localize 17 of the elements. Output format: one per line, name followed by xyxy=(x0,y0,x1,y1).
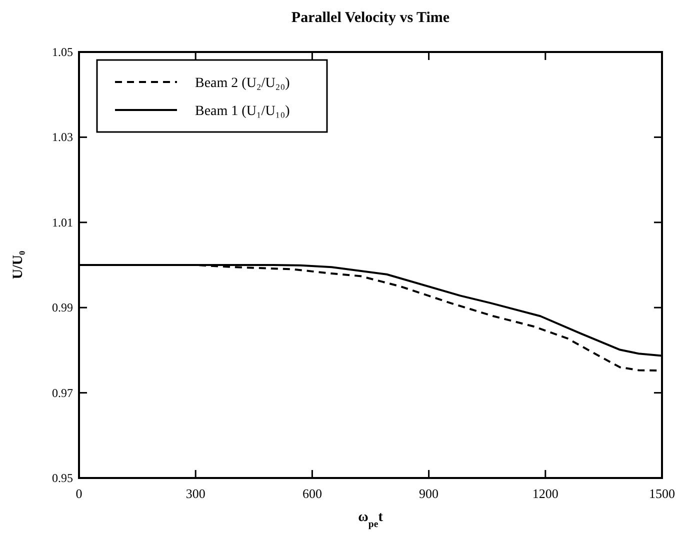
chart-title: Parallel Velocity vs Time xyxy=(291,10,450,26)
x-tick-label: 300 xyxy=(186,486,206,501)
legend-label: Beam 2 (U₂/U₂₀) xyxy=(195,76,290,91)
x-tick-label: 1500 xyxy=(649,486,675,501)
y-tick-label: 1.05 xyxy=(52,45,73,59)
y-tick-label: 1.03 xyxy=(52,130,73,144)
x-tick-label: 0 xyxy=(76,486,82,501)
y-axis-title: U/U₀ xyxy=(11,250,26,280)
y-tick-label: 0.97 xyxy=(52,386,73,400)
y-tick-label: 1.01 xyxy=(52,215,73,230)
legend-label: Beam 1 (U₁/U₁₀) xyxy=(195,104,290,119)
x-tick-label: 1200 xyxy=(532,486,558,501)
x-tick-label: 600 xyxy=(302,486,322,501)
x-tick-label: 900 xyxy=(419,486,439,501)
y-tick-label: 0.95 xyxy=(52,471,73,485)
y-tick-label: 0.99 xyxy=(52,300,73,315)
x-axis-title: ω$_{pe}$t xyxy=(358,510,384,530)
